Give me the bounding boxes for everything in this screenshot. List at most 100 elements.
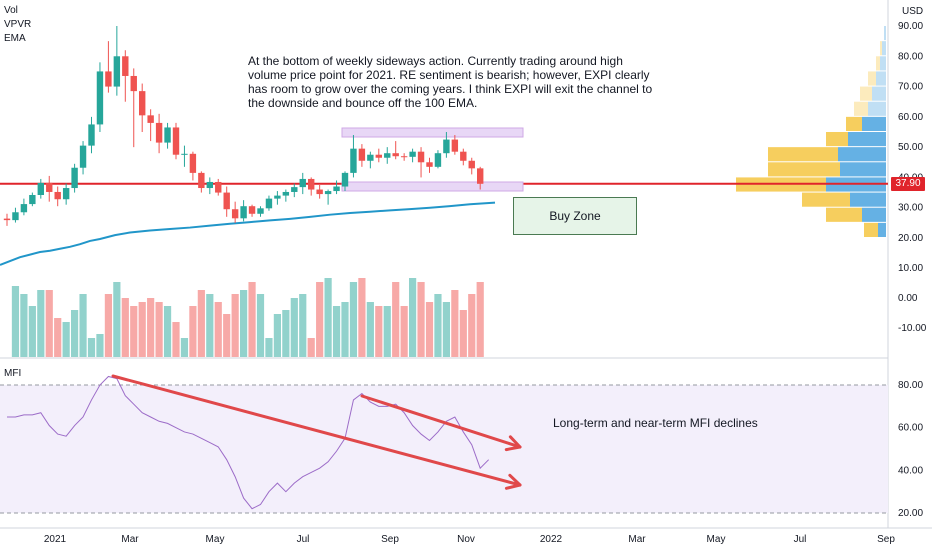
candle-body bbox=[105, 71, 112, 87]
time-axis-tick: Nov bbox=[457, 534, 475, 545]
candle-body bbox=[206, 181, 213, 189]
candle-body bbox=[164, 127, 171, 143]
candle-body bbox=[147, 115, 154, 123]
candle-body bbox=[79, 145, 87, 168]
candle-body bbox=[139, 91, 146, 116]
candle-body bbox=[460, 151, 467, 161]
volume-bar bbox=[96, 334, 104, 357]
legend-vpvr[interactable]: VPVR bbox=[4, 19, 32, 30]
volume-bar bbox=[459, 310, 467, 357]
legend-ema[interactable]: EMA bbox=[4, 33, 26, 44]
candle-body bbox=[62, 188, 70, 200]
volume-bar bbox=[299, 294, 307, 357]
candle-body bbox=[308, 178, 315, 190]
price-axis-tick: 10.00 bbox=[898, 263, 923, 274]
volume-bar bbox=[172, 322, 180, 357]
candle-body bbox=[240, 206, 247, 219]
price-axis-tick: 20.00 bbox=[898, 233, 923, 244]
candle-body bbox=[358, 148, 366, 161]
volume-bar bbox=[358, 278, 366, 357]
mfi-legend[interactable]: MFI bbox=[4, 368, 22, 379]
volume-bar bbox=[163, 306, 172, 357]
candle-body bbox=[130, 75, 137, 92]
vpvr-bar-up bbox=[880, 56, 886, 71]
volume-bar bbox=[231, 294, 239, 357]
mfi-axis-tick: 80.00 bbox=[898, 380, 923, 391]
mfi-band bbox=[0, 385, 888, 513]
volume-bar bbox=[451, 290, 459, 357]
candle-body bbox=[375, 154, 382, 158]
volume-bar bbox=[383, 306, 391, 357]
volume-bar bbox=[197, 290, 205, 357]
volume-bar bbox=[20, 294, 28, 357]
volume-bar bbox=[240, 290, 248, 357]
candle-body bbox=[316, 189, 323, 195]
candle-body bbox=[282, 191, 290, 196]
volume-bar bbox=[130, 306, 138, 357]
candle-body bbox=[299, 178, 306, 188]
candle-body bbox=[257, 208, 264, 214]
vpvr-bar-down bbox=[826, 132, 848, 147]
vpvr-bar-up bbox=[848, 132, 886, 147]
candle-body bbox=[189, 153, 197, 173]
vpvr-bar-up bbox=[884, 26, 886, 41]
channel-bottom-box bbox=[341, 181, 524, 192]
volume-bar bbox=[256, 294, 265, 357]
time-axis-tick: Mar bbox=[121, 534, 139, 545]
vpvr-bar-up bbox=[862, 207, 886, 222]
mfi-axis-tick: 60.00 bbox=[898, 423, 923, 434]
vpvr-bar-down bbox=[864, 222, 878, 237]
mfi-axis-tick: 40.00 bbox=[898, 465, 923, 476]
time-axis-tick: Jul bbox=[794, 534, 807, 545]
candle-body bbox=[434, 153, 442, 167]
candle-body bbox=[333, 186, 340, 192]
long-term-mfi-arrow-head bbox=[504, 483, 522, 490]
candle-body bbox=[96, 71, 104, 125]
volume-bar bbox=[147, 298, 155, 357]
volume-bar bbox=[341, 302, 349, 357]
volume-bar bbox=[290, 298, 298, 357]
vpvr-bar-down bbox=[846, 116, 862, 131]
volume-bar bbox=[121, 298, 129, 357]
vpvr-bar-up bbox=[876, 71, 886, 86]
buy-zone-label: Buy Zone bbox=[549, 209, 601, 223]
candle-body bbox=[274, 195, 281, 199]
volume-bar bbox=[223, 314, 231, 357]
near-term-mfi-arrow bbox=[360, 394, 522, 449]
vpvr-bar-down bbox=[876, 56, 880, 71]
candle-body bbox=[468, 160, 475, 169]
candle-body bbox=[367, 154, 374, 161]
time-axis-tick: Sep bbox=[381, 534, 399, 545]
candle-body bbox=[3, 218, 11, 221]
volume-bar bbox=[206, 294, 214, 357]
vpvr-bar-down bbox=[868, 71, 876, 86]
volume-bar bbox=[392, 282, 400, 357]
candle-body bbox=[54, 191, 61, 200]
candle-body bbox=[341, 172, 349, 187]
analysis-annotation: At the bottom of weekly sideways action.… bbox=[248, 54, 653, 110]
volume-bar bbox=[265, 338, 273, 357]
candle-body bbox=[443, 139, 450, 154]
candle-body bbox=[409, 151, 416, 157]
ema-100-line bbox=[0, 201, 496, 266]
volume-bar bbox=[155, 302, 163, 357]
mfi-line bbox=[7, 375, 490, 510]
price-axis-tick: 0.00 bbox=[898, 293, 918, 304]
currency-label: USD bbox=[902, 6, 924, 17]
volume-bar bbox=[316, 282, 324, 357]
vpvr-bar-up bbox=[868, 101, 886, 116]
candle-body bbox=[350, 148, 357, 173]
vpvr-bar-up bbox=[838, 147, 886, 162]
volume-bar bbox=[79, 294, 87, 357]
long-term-mfi-arrow bbox=[111, 374, 522, 487]
volume-bar bbox=[282, 310, 290, 357]
current-price-tag: 37.90 bbox=[891, 177, 925, 191]
candle-body bbox=[451, 139, 459, 152]
volume-bar bbox=[324, 278, 332, 357]
time-axis-tick: May bbox=[206, 534, 225, 545]
time-axis-tick: Jul bbox=[297, 534, 310, 545]
legend-vol[interactable]: Vol bbox=[4, 5, 18, 16]
vpvr-bar-down bbox=[768, 162, 840, 177]
channel-top-box bbox=[341, 127, 524, 138]
